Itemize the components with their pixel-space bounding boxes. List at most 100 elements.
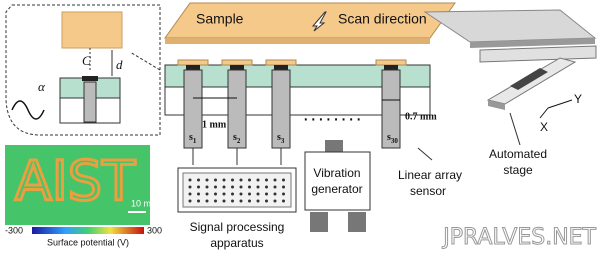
- sensor-name: Linear array: [398, 168, 462, 182]
- stage-rail-edge: [488, 100, 505, 110]
- colorbar-min: -300: [5, 225, 23, 235]
- panel-dot: [265, 199, 268, 203]
- panel-dot: [222, 178, 226, 182]
- stage-screw: [510, 68, 548, 90]
- panel-dot: [265, 178, 268, 182]
- wires: [192, 148, 282, 165]
- sensor-label: s3: [277, 132, 285, 144]
- map-word: AIST: [15, 150, 136, 213]
- inset-pad: [82, 76, 98, 81]
- sensor-label: s1: [189, 132, 197, 144]
- colorbar-max: 300: [147, 225, 162, 235]
- panel-dot: [222, 185, 226, 189]
- inset-pointer: [129, 51, 161, 71]
- inset-electrode: [83, 81, 97, 123]
- panel-dot: [273, 178, 277, 182]
- scale-label: 10 mm: [131, 198, 159, 208]
- panel-dot: [265, 192, 268, 196]
- panel-dot: [282, 199, 285, 203]
- panel-dot: [188, 199, 192, 203]
- sample-label: Sample: [196, 11, 244, 27]
- panel-dot: [231, 199, 234, 203]
- panel-dot: [256, 192, 260, 196]
- foot: [310, 212, 328, 232]
- panel-dot: [222, 192, 226, 196]
- stage-label: Automated: [489, 147, 547, 161]
- inset-c: C: [82, 53, 91, 68]
- panel-dot: [248, 185, 251, 189]
- panel-dot: [205, 185, 209, 189]
- inset-outline: [5, 4, 161, 136]
- scan-arrow: [311, 11, 327, 32]
- panel-dot: [282, 185, 285, 189]
- stage-plate: [423, 9, 597, 43]
- panel-dot: [273, 185, 277, 189]
- electrodes: [177, 59, 407, 149]
- panel-dot: [231, 185, 234, 189]
- stage-plate-edge: [470, 38, 595, 48]
- watermark: JPRALVES.NET: [441, 225, 596, 250]
- panel-dot: [214, 192, 217, 196]
- panel-dot: [205, 178, 209, 182]
- sample-edge: [165, 38, 430, 44]
- panel-dot: [273, 199, 277, 203]
- panel-dot: [197, 199, 200, 203]
- panel-dot: [248, 178, 251, 182]
- axes: [539, 99, 573, 119]
- inset-alpha: α: [38, 79, 46, 94]
- stage-rail: [479, 45, 597, 63]
- panel-dot: [248, 199, 251, 203]
- vibration-box: [304, 151, 371, 211]
- panel-dot: [273, 192, 277, 196]
- axis-y: Y: [574, 92, 582, 106]
- panel-dot: [256, 185, 260, 189]
- sensor-label: s2: [233, 132, 241, 144]
- panel-dot: [188, 192, 192, 196]
- pitch-label: 1 mm: [202, 119, 227, 130]
- signal-label: apparatus: [210, 236, 263, 250]
- panel-dot: [239, 185, 243, 189]
- pointer: [509, 112, 521, 146]
- axis-x: X: [540, 120, 548, 134]
- panel-dot: [256, 199, 260, 203]
- potential-map: [5, 145, 150, 225]
- panel-dot: [197, 178, 200, 182]
- colorbar-label: Surface potential (V): [47, 237, 129, 247]
- width-label: 0.7 mm: [405, 111, 437, 122]
- panel-dot: [222, 199, 226, 203]
- panel-dot: [205, 199, 209, 203]
- scan-label: Scan direction: [338, 11, 427, 27]
- panel-dot: [239, 199, 243, 203]
- signal-label: Signal processing: [190, 220, 285, 234]
- stage-label: stage: [503, 163, 533, 177]
- panel-dot: [188, 178, 192, 182]
- panel-dot: [231, 178, 234, 182]
- sensor-name: sensor: [410, 184, 446, 198]
- inset-d-label: d: [116, 57, 123, 72]
- panel-dot: [197, 185, 200, 189]
- panel-dot: [231, 192, 234, 196]
- signal-panel: [182, 172, 292, 208]
- panel-dot: [214, 199, 217, 203]
- panel-dot: [188, 185, 192, 189]
- inset-sample: [61, 11, 123, 49]
- panel-dot: [239, 192, 243, 196]
- vibration-label: Vibration: [313, 166, 360, 180]
- vibration-label: generator: [311, 182, 362, 196]
- ellipsis: ........: [303, 103, 363, 125]
- inset-wave: [11, 100, 45, 120]
- panel-dot: [282, 178, 285, 182]
- pointer: [417, 147, 433, 161]
- panel-dot: [214, 178, 217, 182]
- panel-dot: [239, 178, 243, 182]
- panel-dot: [205, 192, 209, 196]
- shaft: [325, 140, 343, 152]
- panel-dot: [265, 185, 268, 189]
- panel-dot: [282, 192, 285, 196]
- panel-dot: [256, 178, 260, 182]
- sensor-label: s30: [387, 132, 398, 144]
- panel-dot: [214, 185, 217, 189]
- panel-dot: [197, 192, 200, 196]
- foot: [348, 212, 366, 232]
